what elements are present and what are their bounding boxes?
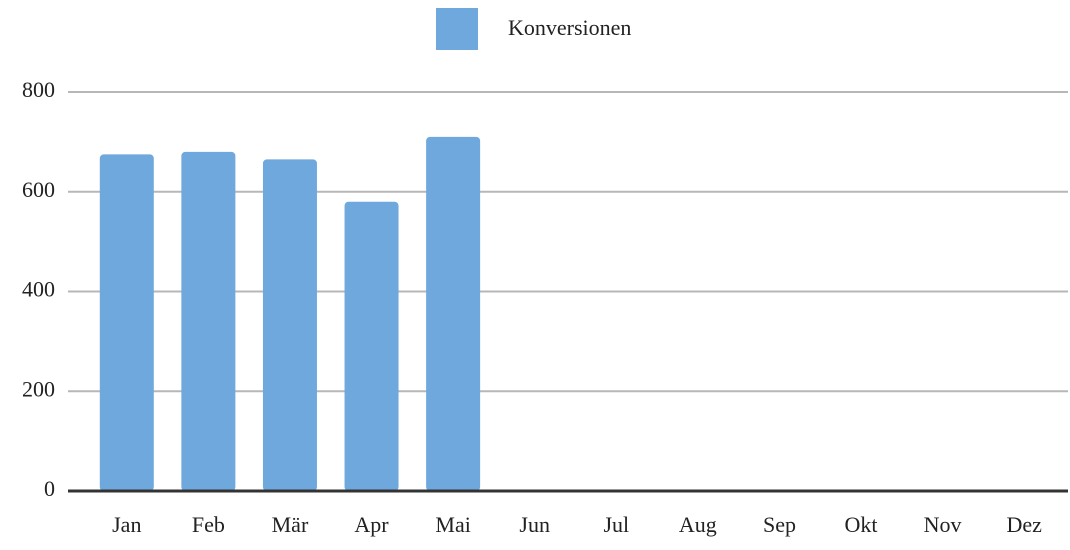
x-tick-label: Jan: [112, 512, 141, 537]
x-tick-label: Nov: [924, 512, 962, 537]
x-tick-label: Mär: [272, 512, 309, 537]
x-tick-label: Dez: [1006, 512, 1042, 537]
bar: [181, 151, 236, 491]
legend-swatch: [436, 8, 478, 50]
y-tick-label: 200: [22, 376, 55, 401]
x-tick-label: Apr: [354, 512, 389, 537]
x-tick-label: Sep: [763, 512, 796, 537]
x-tick-label: Jun: [519, 512, 550, 537]
legend-label: Konversionen: [508, 15, 631, 40]
x-tick-label: Feb: [192, 512, 225, 537]
bar: [344, 201, 399, 491]
y-tick-label: 600: [22, 177, 55, 202]
y-tick-label: 0: [44, 476, 55, 501]
y-tick-label: 800: [22, 77, 55, 102]
x-tick-label: Aug: [679, 512, 717, 537]
bar: [426, 136, 481, 491]
x-tick-label: Okt: [845, 512, 878, 537]
bar: [99, 154, 154, 491]
x-tick-label: Mai: [435, 512, 470, 537]
x-tick-label: Jul: [603, 512, 629, 537]
y-tick-label: 400: [22, 277, 55, 302]
bar: [262, 159, 317, 492]
